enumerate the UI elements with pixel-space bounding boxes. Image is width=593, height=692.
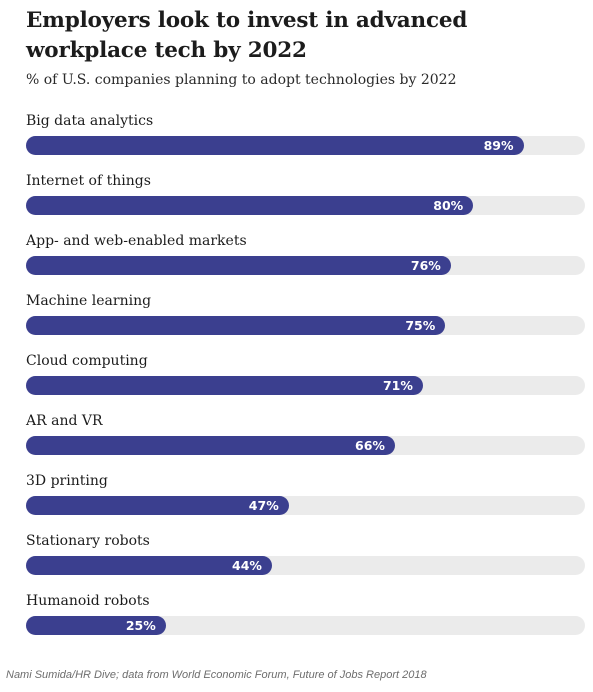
bar-row: Big data analytics 89%: [26, 113, 585, 173]
bar-track: 71%: [26, 376, 585, 395]
category-label: Stationary robots: [26, 533, 150, 549]
chart-card: Employers look to invest in advanced wor…: [26, 8, 585, 653]
bar-row: Cloud computing 71%: [26, 353, 585, 413]
bar-row: AR and VR 66%: [26, 413, 585, 473]
bar: 80%: [26, 196, 474, 215]
bar-row: Stationary robots 44%: [26, 533, 585, 593]
bar-track: 47%: [26, 496, 585, 515]
value-label: 89%: [483, 138, 514, 153]
source-credit: Nami Sumida/HR Dive; data from World Eco…: [6, 669, 427, 681]
bar-track: 25%: [26, 616, 585, 635]
bar: 25%: [26, 616, 166, 635]
bar-row: Machine learning 75%: [26, 293, 585, 353]
value-label: 80%: [433, 198, 464, 213]
value-label: 44%: [232, 558, 262, 573]
category-label: Machine learning: [26, 293, 152, 309]
bar: 75%: [26, 316, 446, 335]
bar: 47%: [26, 496, 289, 515]
bar: 71%: [26, 376, 423, 395]
bar-row: 3D printing 47%: [26, 473, 585, 533]
bar-track: 75%: [26, 316, 585, 335]
value-label: 66%: [355, 438, 385, 453]
bar-row: Internet of things 80%: [26, 173, 585, 233]
bar-row: Humanoid robots 25%: [26, 593, 585, 653]
category-label: Internet of things: [26, 173, 151, 189]
category-label: Big data analytics: [26, 113, 154, 129]
value-label: 76%: [410, 258, 441, 273]
category-label: 3D printing: [26, 473, 108, 489]
bar: 44%: [26, 556, 272, 575]
bar-track: 89%: [26, 136, 585, 155]
chart-title: Employers look to invest in advanced wor…: [26, 8, 468, 63]
bar: 66%: [26, 436, 395, 455]
category-label: Humanoid robots: [26, 593, 150, 609]
value-label: 25%: [125, 618, 156, 633]
bar-row: App- and web-enabled markets 76%: [26, 233, 585, 293]
bar: 76%: [26, 256, 451, 275]
category-label: Cloud computing: [26, 353, 148, 369]
category-label: App- and web-enabled markets: [26, 233, 247, 249]
value-label: 47%: [248, 498, 279, 513]
bar: 89%: [26, 136, 524, 155]
value-label: 71%: [382, 378, 413, 393]
chart-subtitle: % of U.S. companies planning to adopt te…: [26, 72, 457, 88]
bar-track: 80%: [26, 196, 585, 215]
category-label: AR and VR: [26, 413, 103, 429]
bar-track: 76%: [26, 256, 585, 275]
bar-track: 44%: [26, 556, 585, 575]
value-label: 75%: [405, 318, 436, 333]
bar-track: 66%: [26, 436, 585, 455]
